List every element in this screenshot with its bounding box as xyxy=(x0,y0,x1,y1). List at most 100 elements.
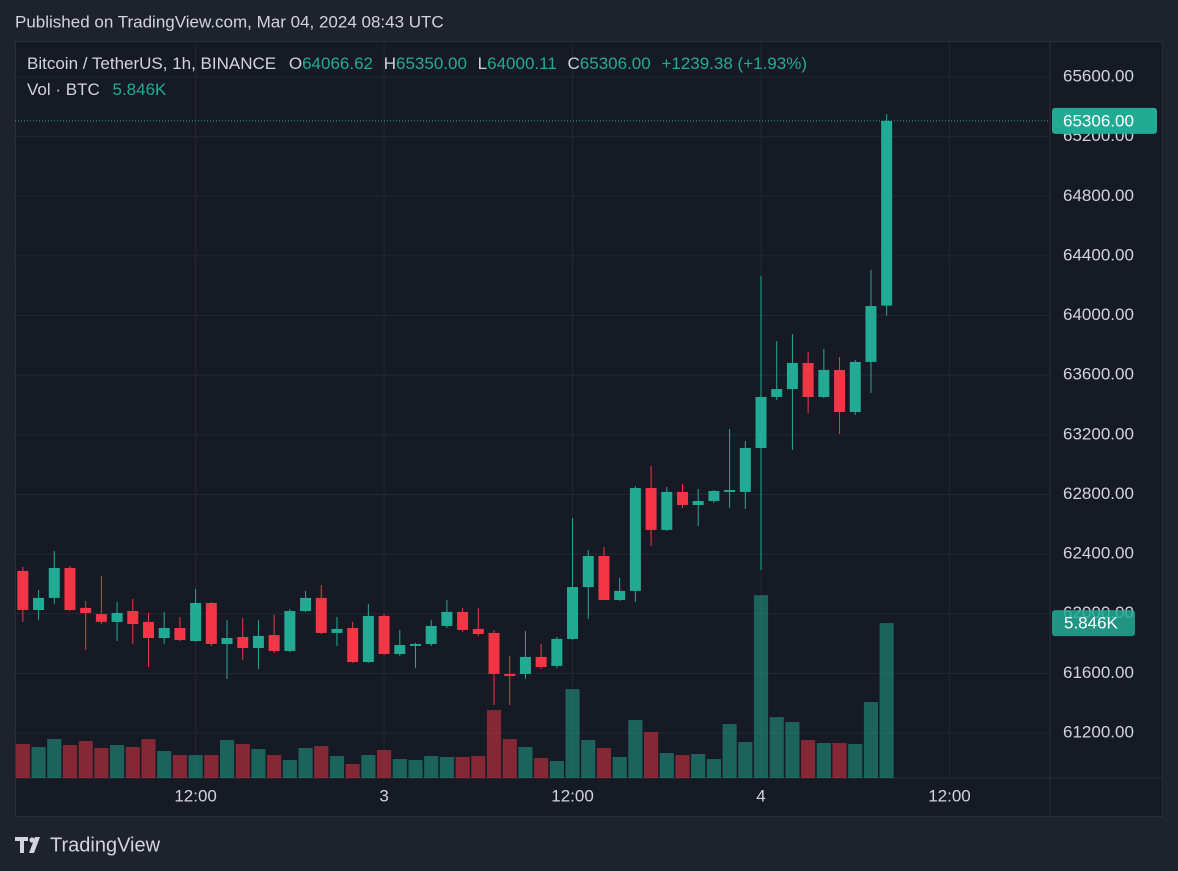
candles xyxy=(15,114,1050,705)
candle-body xyxy=(284,611,296,651)
candle-body xyxy=(724,489,736,492)
candle-body xyxy=(488,632,500,674)
price-tags: 65306.00 5.846K xyxy=(1052,107,1157,637)
volume-bar xyxy=(863,702,879,778)
candle-body xyxy=(441,611,453,626)
candle-body xyxy=(598,556,610,601)
candle-body xyxy=(80,607,92,613)
published-note: Published on TradingView.com, Mar 04, 20… xyxy=(15,12,444,31)
candle-body xyxy=(614,590,626,601)
logo-part xyxy=(29,837,35,843)
volume-bar xyxy=(816,743,831,778)
volume-bar xyxy=(675,755,690,778)
y-tick-label: 64000.00 xyxy=(1063,305,1134,324)
volume-bar xyxy=(455,757,470,778)
volume-bar xyxy=(848,744,863,778)
candle-body xyxy=(409,643,421,646)
volume-bar xyxy=(581,740,596,778)
candle-body xyxy=(865,306,877,362)
volume-tag xyxy=(1052,610,1135,637)
volume-bar xyxy=(62,745,78,778)
volume-bar xyxy=(392,759,407,778)
volume-bar xyxy=(345,764,360,778)
volume-bar xyxy=(486,710,502,778)
y-tick-label: 63600.00 xyxy=(1063,365,1134,384)
y-tick-label: 64800.00 xyxy=(1063,186,1134,205)
volume-bar xyxy=(534,758,549,778)
candle-body xyxy=(64,567,76,610)
candle-body xyxy=(881,120,893,306)
volume-bar xyxy=(439,757,454,778)
volume-tag-label: 5.846K xyxy=(1064,614,1119,633)
candle-body xyxy=(48,567,60,598)
grid xyxy=(15,42,1050,778)
volume-bar xyxy=(188,755,203,778)
volume-bar xyxy=(15,744,30,778)
x-tick-label: 3 xyxy=(379,786,388,805)
volume-bar xyxy=(282,760,297,778)
last-price-tag xyxy=(1052,107,1157,134)
axes: 61200.0061600.0062000.0062400.0062800.00… xyxy=(174,67,1134,806)
candle-body xyxy=(95,614,107,622)
volume-bar xyxy=(549,761,564,778)
candle-body xyxy=(849,361,861,413)
volume-bar xyxy=(47,739,62,778)
volume-bar xyxy=(377,750,392,778)
volume-bar xyxy=(78,741,93,778)
candle-body xyxy=(378,615,390,654)
x-tick-label: 12:00 xyxy=(174,786,217,805)
candle-body xyxy=(158,628,170,639)
volume-bar xyxy=(125,747,140,778)
candle-body xyxy=(504,673,516,677)
candle-body xyxy=(786,362,798,390)
volume-value: 5.846K xyxy=(112,80,167,99)
candle-body xyxy=(331,628,343,633)
ohlc-value: 64000.11 xyxy=(487,54,557,73)
volume-bar xyxy=(753,595,769,778)
candle-body xyxy=(629,488,641,591)
candle-body xyxy=(676,491,688,506)
volume-legend: Vol · BTC 5.846K xyxy=(27,80,167,99)
volume-bar xyxy=(329,756,345,778)
candle-body xyxy=(174,628,186,640)
volume-bar xyxy=(31,747,46,778)
candle-body xyxy=(519,656,531,674)
candle-body xyxy=(457,611,469,630)
volume-bar xyxy=(204,755,219,778)
candle-body xyxy=(661,491,673,530)
volume-bar xyxy=(785,722,800,778)
ohlc-key: O xyxy=(289,54,302,73)
legend-line: Bitcoin / TetherUS, 1h, BINANCE O64066.6… xyxy=(27,54,807,73)
volume-bar xyxy=(157,751,172,778)
candle-body xyxy=(190,602,202,641)
volume-bar xyxy=(424,756,439,778)
volume-bar xyxy=(596,748,612,778)
candle-body xyxy=(252,635,264,649)
ohlc-value: 65350.00 xyxy=(396,54,467,73)
volume-bar xyxy=(267,755,282,778)
volume-bar xyxy=(691,754,706,778)
volume-bar xyxy=(502,739,517,778)
change: +1239.38 (+1.93%) xyxy=(661,54,807,73)
volume-bar xyxy=(298,748,313,778)
volume-bar xyxy=(219,740,235,778)
candle-body xyxy=(771,389,783,397)
candle-body xyxy=(394,645,406,654)
candle-body xyxy=(551,638,563,666)
volume-bar xyxy=(251,749,266,778)
volume-bar xyxy=(408,760,423,778)
symbol: Bitcoin / TetherUS, 1h, BINANCE xyxy=(27,54,276,73)
chart-frame xyxy=(15,41,1163,817)
candle-body xyxy=(425,625,437,644)
candle-body xyxy=(645,488,657,530)
candle-body xyxy=(567,587,579,639)
volume-bar xyxy=(832,743,847,778)
volume-bar xyxy=(644,732,659,778)
candle-body xyxy=(834,369,846,413)
volume-bar xyxy=(314,746,329,778)
volume-bar xyxy=(769,717,784,778)
x-tick-label: 12:00 xyxy=(551,786,594,805)
candle-body xyxy=(535,656,547,667)
ohlc-key: L xyxy=(478,54,487,73)
ohlc-value: 64066.62 xyxy=(302,54,373,73)
